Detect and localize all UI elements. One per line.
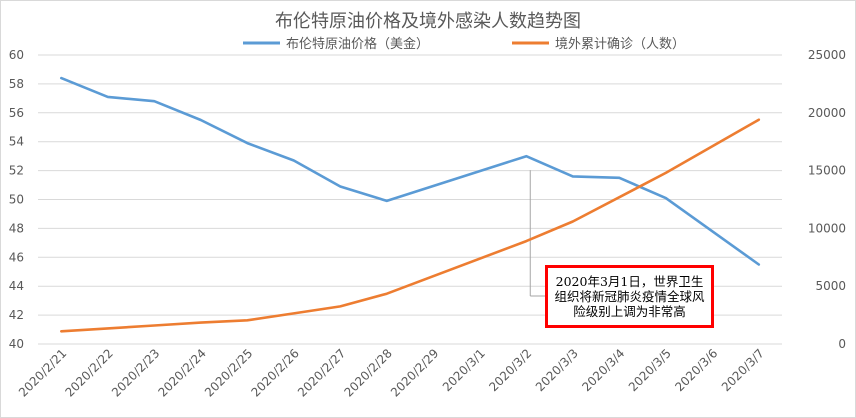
- x-tick-label: 2020/3/4: [579, 346, 627, 394]
- x-axis-ticks: 2020/2/212020/2/222020/2/232020/2/242020…: [16, 346, 767, 399]
- legend-label-cases: 境外累计确诊（人数）: [555, 37, 685, 52]
- annotation-text: 2020年3月1日，世界卫生组织将新冠肺炎疫情全球风险级别上调为非常高: [554, 274, 705, 319]
- x-tick-label: 2020/3/3: [533, 346, 581, 394]
- right-tick-label: 5000: [815, 279, 846, 293]
- x-tick-label: 2020/2/27: [295, 346, 348, 399]
- legend: 布伦特原油价格（美金） 境外累计确诊（人数）: [243, 36, 685, 52]
- series-line-cases: [60, 118, 761, 333]
- left-tick-label: 56: [9, 106, 24, 120]
- series-line-oil-price: [60, 76, 761, 266]
- x-tick-label: 2020/2/22: [62, 346, 115, 399]
- left-axis-ticks: 40 42 44 46 48 50 52 54 56 58 60: [9, 48, 24, 351]
- annotation-callout: 2020年3月1日，世界卫生组织将新冠肺炎疫情全球风险级别上调为非常高: [545, 265, 714, 328]
- left-tick-label: 46: [9, 250, 24, 264]
- x-tick-label: 2020/2/25: [202, 346, 255, 399]
- right-axis-ticks: 0 5000 10000 15000 20000 25000: [808, 48, 846, 351]
- x-tick-label: 2020/2/23: [109, 346, 162, 399]
- left-tick-label: 50: [9, 193, 24, 207]
- x-tick-label: 2020/3/7: [719, 346, 767, 394]
- x-tick-label: 2020/3/1: [440, 346, 488, 394]
- x-tick-label: 2020/2/21: [16, 346, 69, 399]
- x-tick-label: 2020/2/26: [248, 346, 301, 399]
- x-tick-label: 2020/3/6: [672, 346, 720, 394]
- left-tick-label: 54: [9, 135, 24, 149]
- x-tick-label: 2020/2/24: [155, 346, 208, 399]
- x-tick-label: 2020/3/5: [626, 346, 674, 394]
- right-tick-label: 10000: [808, 221, 846, 235]
- chart-title: 布伦特原油价格及境外感染人数趋势图: [275, 11, 581, 32]
- x-tick-label: 2020/2/28: [341, 346, 394, 399]
- left-tick-label: 60: [9, 48, 24, 62]
- right-tick-label: 15000: [808, 164, 846, 178]
- right-tick-label: 0: [838, 337, 846, 351]
- left-tick-label: 52: [9, 164, 24, 178]
- x-tick-label: 2020/2/29: [388, 346, 441, 399]
- left-tick-label: 40: [9, 337, 24, 351]
- right-tick-label: 25000: [808, 48, 846, 62]
- x-tick-label: 2020/3/2: [486, 346, 534, 394]
- legend-label-oil: 布伦特原油价格（美金）: [286, 36, 429, 52]
- series-layer: [60, 76, 761, 333]
- left-tick-label: 44: [9, 279, 24, 293]
- right-tick-label: 20000: [808, 106, 846, 120]
- left-tick-label: 58: [9, 77, 24, 91]
- left-tick-label: 42: [9, 308, 24, 322]
- left-tick-label: 48: [9, 221, 24, 235]
